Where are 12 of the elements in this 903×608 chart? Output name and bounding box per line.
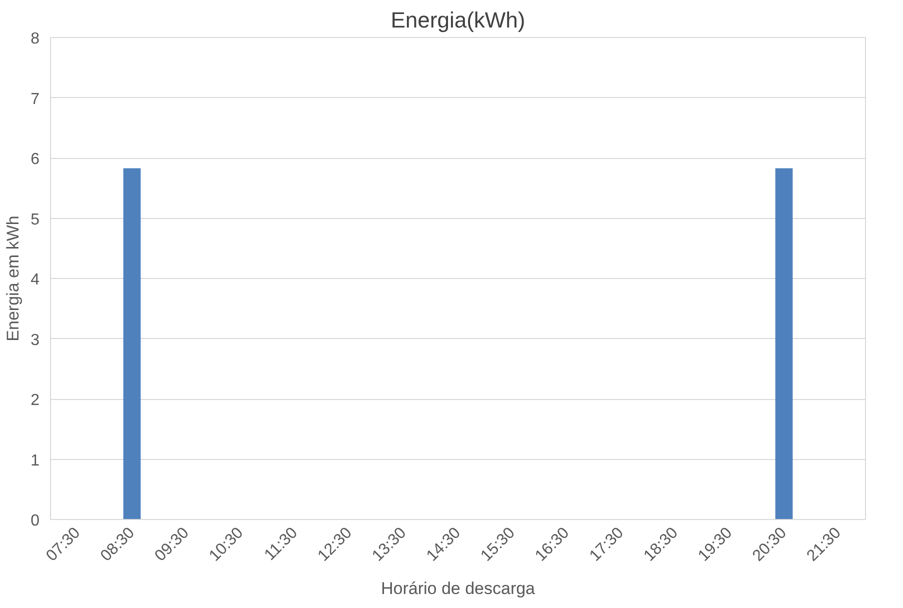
y-tick-label: 8	[30, 30, 40, 48]
y-tick-label: 1	[30, 452, 40, 470]
chart-title: Energia(kWh)	[390, 8, 526, 32]
y-tick-label: 6	[30, 151, 40, 168]
x-axis-title: Horário de descarga	[380, 578, 536, 598]
y-axis-title: Energia em kWh	[4, 216, 23, 342]
y-tick-label: 0	[30, 512, 40, 530]
y-tick-label: 4	[30, 272, 40, 288]
y-tick-label: 5	[30, 211, 40, 228]
y-tick-label: 3	[30, 332, 40, 349]
y-tick-label: 2	[30, 392, 40, 409]
y-tick-label: 7	[30, 90, 40, 108]
